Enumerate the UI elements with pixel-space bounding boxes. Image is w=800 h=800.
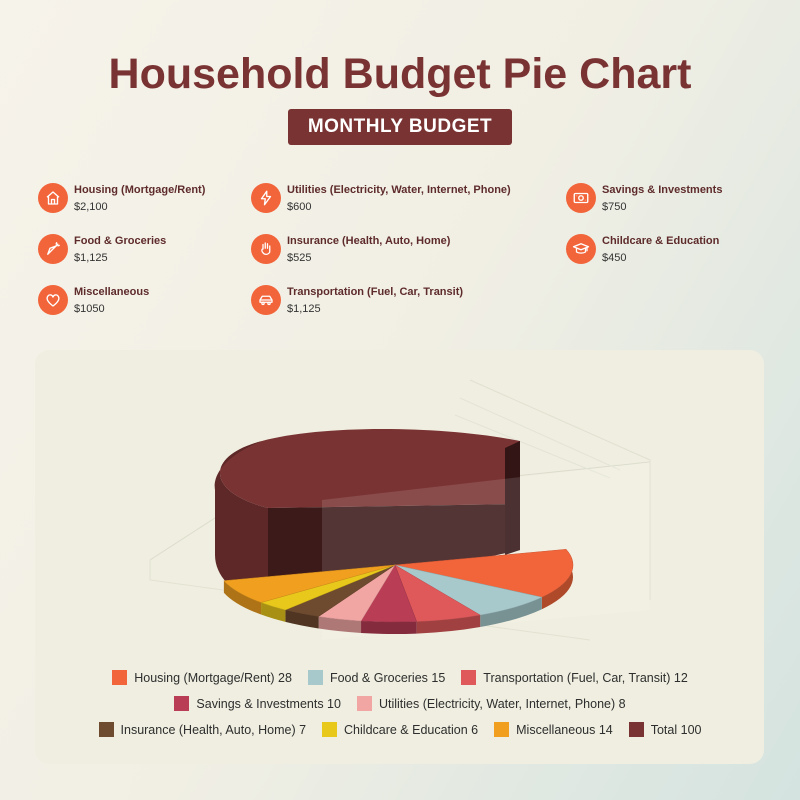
legend-label: Housing (Mortgage/Rent) 28 [134, 670, 292, 685]
category-label: Insurance (Health, Auto, Home) [287, 235, 451, 247]
legend-item: Utilities (Electricity, Water, Internet,… [356, 696, 626, 711]
pie-slice-side [285, 609, 319, 629]
category-label: Transportation (Fuel, Car, Transit) [287, 286, 464, 298]
category-amount: $2,100 [74, 201, 108, 213]
legend-label: Insurance (Health, Auto, Home) 7 [120, 722, 307, 737]
pie-slice-side [318, 616, 362, 633]
pie-slice-side [416, 615, 481, 634]
legend-swatch [174, 696, 190, 711]
legend-label: Miscellaneous 14 [516, 722, 613, 737]
legend-row: Savings & Investments 10 Utilities (Elect… [0, 696, 800, 711]
pie-slice-side [480, 597, 542, 628]
category-transportation: Transportation (Fuel, Car, Transit) $1,1… [251, 285, 463, 317]
category-label: Childcare & Education [602, 235, 720, 247]
pie-slice-total-top [219, 429, 520, 508]
legend-item: Childcare & Education 6 [322, 722, 478, 737]
legend-label: Food & Groceries 15 [329, 670, 446, 685]
lightning-icon [251, 183, 281, 213]
legend-row: Housing (Mortgage/Rent) 28 Food & Groceri… [0, 670, 800, 685]
pie-slice-side [541, 549, 573, 610]
legend-item: Total 100 [628, 722, 702, 737]
pie-slice-total-face [505, 441, 520, 555]
legend-item: Transportation (Fuel, Car, Transit) 12 [461, 670, 688, 685]
category-amount: $1,125 [287, 303, 321, 315]
category-amount: $1,125 [74, 252, 108, 264]
legend-item: Insurance (Health, Auto, Home) 7 [98, 722, 307, 737]
legend-item: Savings & Investments 10 [174, 696, 341, 711]
category-amount: $600 [287, 201, 312, 213]
category-amount: $450 [602, 252, 627, 264]
category-label: Housing (Mortgage/Rent) [74, 184, 206, 196]
hand-icon [251, 234, 281, 264]
legend-swatch [307, 670, 323, 685]
legend-swatch [98, 722, 114, 737]
category-savings: Savings & Investments $750 [566, 183, 722, 215]
house-icon [38, 183, 68, 213]
legend-item: Food & Groceries 15 [307, 670, 446, 685]
legend-swatch [628, 722, 644, 737]
category-label: Savings & Investments [602, 184, 723, 196]
legend-swatch [112, 670, 128, 685]
pie-slice-side [361, 620, 417, 634]
category-miscellaneous: Miscellaneous $1050 [38, 285, 149, 317]
legend-row: Insurance (Health, Auto, Home) 7 Childcar… [0, 722, 800, 737]
heart-icon [38, 285, 68, 315]
legend-label: Transportation (Fuel, Car, Transit) 12 [483, 670, 688, 685]
category-housing: Housing (Mortgage/Rent) $2,100 [38, 183, 205, 215]
category-label: Food & Groceries [74, 235, 167, 247]
pie-slice-side [261, 602, 286, 622]
graduation-cap-icon [566, 234, 596, 264]
category-insurance: Insurance (Health, Auto, Home) $525 [251, 234, 450, 266]
pie-slice-side [223, 580, 262, 615]
legend-label: Childcare & Education 6 [344, 722, 479, 737]
legend-label: Total 100 [650, 722, 702, 737]
category-amount: $1050 [74, 303, 105, 315]
legend-label: Savings & Investments 10 [196, 696, 341, 711]
legend-label: Utilities (Electricity, Water, Internet,… [378, 696, 626, 711]
legend-item: Housing (Mortgage/Rent) 28 [112, 670, 292, 685]
category-food: Food & Groceries $1,125 [38, 234, 166, 266]
page-title: Household Budget Pie Chart [108, 50, 692, 98]
car-icon [251, 285, 281, 315]
legend-swatch [494, 722, 510, 737]
legend-swatch [356, 696, 372, 711]
category-amount: $750 [602, 201, 627, 213]
pie-slice [223, 564, 396, 603]
legend-item: Miscellaneous 14 [494, 722, 613, 737]
category-childcare: Childcare & Education $450 [566, 234, 719, 266]
monthly-budget-badge: MONTHLY BUDGET [288, 109, 512, 145]
pie-slice-total-side [214, 441, 268, 605]
money-icon [566, 183, 596, 213]
legend-swatch [322, 722, 338, 737]
pie-slice [394, 549, 574, 598]
category-utilities: Utilities (Electricity, Water, Internet,… [251, 183, 511, 215]
legend-swatch [461, 670, 477, 685]
category-amount: $525 [287, 252, 312, 264]
category-label: Utilities (Electricity, Water, Internet,… [287, 184, 511, 196]
category-label: Miscellaneous [74, 286, 150, 298]
carrot-icon [38, 234, 68, 264]
